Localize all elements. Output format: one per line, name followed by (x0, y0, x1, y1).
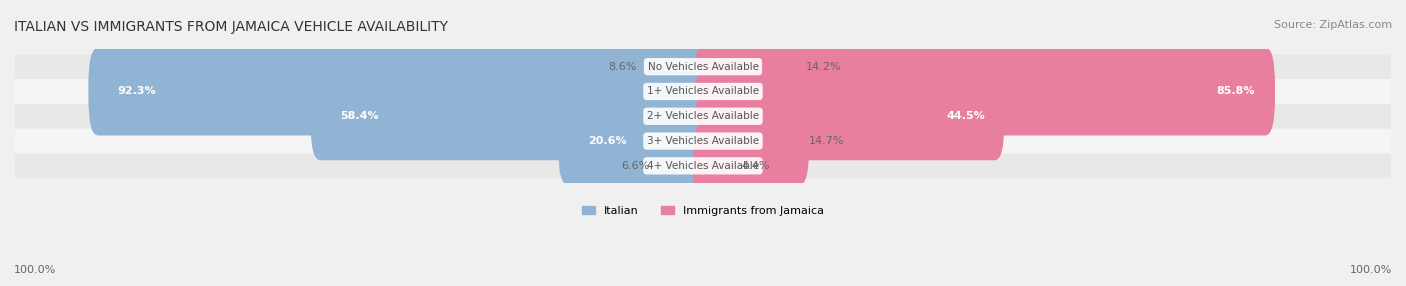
Text: Source: ZipAtlas.com: Source: ZipAtlas.com (1274, 20, 1392, 30)
FancyBboxPatch shape (637, 23, 713, 111)
Text: 44.5%: 44.5% (946, 111, 984, 121)
FancyBboxPatch shape (693, 72, 1004, 160)
FancyBboxPatch shape (693, 23, 806, 111)
FancyBboxPatch shape (89, 47, 713, 136)
Text: 100.0%: 100.0% (14, 265, 56, 275)
Text: 20.6%: 20.6% (588, 136, 626, 146)
Text: 14.7%: 14.7% (808, 136, 845, 146)
FancyBboxPatch shape (693, 97, 808, 185)
FancyBboxPatch shape (693, 122, 741, 210)
Text: 14.2%: 14.2% (806, 62, 841, 72)
Text: 1+ Vehicles Available: 1+ Vehicles Available (647, 86, 759, 96)
FancyBboxPatch shape (693, 47, 1275, 136)
FancyBboxPatch shape (15, 104, 1391, 129)
Text: 4.4%: 4.4% (741, 161, 770, 171)
Text: 100.0%: 100.0% (1350, 265, 1392, 275)
Text: 3+ Vehicles Available: 3+ Vehicles Available (647, 136, 759, 146)
Text: 92.3%: 92.3% (118, 86, 156, 96)
Text: 8.6%: 8.6% (609, 62, 637, 72)
FancyBboxPatch shape (650, 122, 713, 210)
Text: 6.6%: 6.6% (621, 161, 650, 171)
FancyBboxPatch shape (15, 54, 1391, 79)
Text: ITALIAN VS IMMIGRANTS FROM JAMAICA VEHICLE AVAILABILITY: ITALIAN VS IMMIGRANTS FROM JAMAICA VEHIC… (14, 20, 449, 34)
Text: 2+ Vehicles Available: 2+ Vehicles Available (647, 111, 759, 121)
FancyBboxPatch shape (15, 129, 1391, 154)
FancyBboxPatch shape (15, 154, 1391, 178)
Legend: Italian, Immigrants from Jamaica: Italian, Immigrants from Jamaica (578, 202, 828, 221)
Text: 58.4%: 58.4% (340, 111, 378, 121)
FancyBboxPatch shape (15, 79, 1391, 104)
FancyBboxPatch shape (558, 97, 713, 185)
Text: No Vehicles Available: No Vehicles Available (648, 62, 758, 72)
Text: 4+ Vehicles Available: 4+ Vehicles Available (647, 161, 759, 171)
Text: 85.8%: 85.8% (1216, 86, 1256, 96)
FancyBboxPatch shape (311, 72, 713, 160)
